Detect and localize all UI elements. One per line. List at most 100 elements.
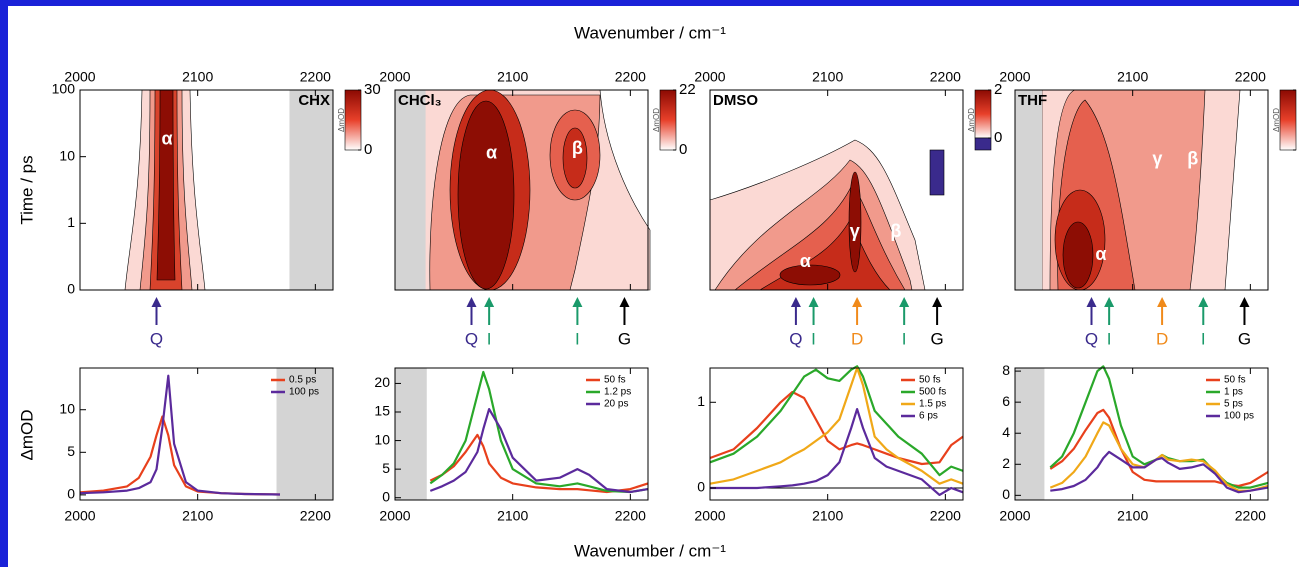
x-tick-label: 2200	[1235, 69, 1266, 85]
series-line	[429, 408, 649, 494]
shaded-region	[289, 90, 333, 290]
marker-arrowhead	[484, 297, 495, 307]
x-tick-label: 2100	[182, 69, 213, 85]
x-tick-label: 2100	[1117, 508, 1148, 524]
legend-label: 5 ps	[1224, 399, 1243, 410]
series-line	[1050, 450, 1269, 494]
marker-label: G	[930, 329, 943, 348]
panel-title: CHCl₃	[398, 92, 442, 109]
marker-label: I	[575, 329, 580, 348]
x-tick-label: 2100	[497, 508, 528, 524]
peak-label: α	[800, 251, 811, 271]
x-tick-label: 2100	[812, 69, 843, 85]
colorbar-tick-label: 0	[994, 129, 1002, 146]
legend-label: 50 fs	[919, 375, 941, 386]
x-tick-label: 2000	[999, 508, 1030, 524]
shaded-region	[395, 368, 427, 500]
plot-frame	[79, 367, 334, 501]
y-tick-label: 5	[382, 460, 390, 476]
colorbar	[974, 89, 992, 139]
peak-label: α	[162, 128, 173, 148]
legend-label: 100 ps	[1224, 411, 1254, 422]
peak-label: α	[1095, 244, 1106, 264]
series-line	[429, 433, 649, 494]
x-tick-label: 2000	[694, 508, 725, 524]
contour-dmso	[709, 139, 945, 291]
y-tick-label: 0	[67, 486, 75, 502]
plot-frame	[1014, 89, 1269, 291]
legend-label: 100 ps	[289, 387, 319, 398]
marker-arrowhead	[1104, 297, 1115, 307]
plot-frame	[79, 89, 334, 291]
y-tick-label: 1	[67, 214, 75, 230]
x-tick-label: 2000	[379, 69, 410, 85]
peak-label: γ	[1152, 148, 1162, 168]
x-tick-label: 2200	[300, 508, 331, 524]
series-line	[709, 366, 964, 485]
top-y-label: Time / ps	[17, 155, 36, 224]
y-tick-label: 8	[1002, 362, 1010, 378]
legend-label: 1 ps	[1224, 387, 1243, 398]
series-line	[709, 390, 964, 466]
marker-label: I	[1201, 329, 1206, 348]
x-tick-label: 2200	[300, 69, 331, 85]
x-tick-label: 2100	[182, 508, 213, 524]
marker-label: G	[618, 329, 631, 348]
shaded-region	[1015, 368, 1045, 500]
y-tick-label: 10	[59, 147, 75, 163]
y-tick-label: 1	[697, 393, 705, 409]
legend-label: 500 fs	[919, 387, 946, 398]
marker-arrowhead	[1239, 297, 1250, 307]
marker-arrowhead	[572, 297, 583, 307]
marker-arrowhead	[1086, 297, 1097, 307]
colorbar	[1279, 89, 1297, 151]
peak-label: β	[890, 221, 901, 241]
y-tick-label: 2	[1002, 455, 1010, 471]
legend-label: 6 ps	[919, 411, 938, 422]
peak-label: α	[486, 143, 497, 163]
x-tick-label: 2100	[1117, 69, 1148, 85]
y-tick-label: 4	[1002, 424, 1010, 440]
legend-label: 50 fs	[1224, 375, 1246, 386]
x-tick-label: 2000	[64, 69, 95, 85]
x-tick-label: 2000	[64, 508, 95, 524]
x-tick-label: 2200	[930, 508, 961, 524]
shaded-region	[276, 368, 333, 500]
x-tick-label: 2000	[999, 69, 1030, 85]
x-tick-label: 2200	[1235, 508, 1266, 524]
x-tick-label: 2000	[379, 508, 410, 524]
shaded-region	[395, 90, 426, 290]
x-tick-label: 2200	[615, 508, 646, 524]
legend-label: 50 fs	[604, 375, 626, 386]
legend-label: 0.5 ps	[289, 375, 316, 386]
shaded-region	[1015, 90, 1043, 290]
marker-label: Q	[789, 329, 802, 348]
y-tick-label: 15	[374, 403, 390, 419]
y-tick-label: 0	[382, 488, 390, 504]
colorbar-tick-label: 0	[679, 141, 687, 158]
panel-title: CHX	[298, 92, 330, 109]
series-line	[429, 370, 649, 494]
marker-arrowhead	[790, 297, 801, 307]
marker-arrowhead	[466, 297, 477, 307]
colorbar	[659, 89, 677, 151]
y-tick-label: 0	[697, 479, 705, 495]
marker-label: Q	[465, 329, 478, 348]
series-line	[709, 365, 964, 477]
plot-frame	[394, 89, 649, 291]
y-tick-label: 10	[59, 400, 75, 416]
marker-arrowhead	[932, 297, 943, 307]
marker-arrowhead	[852, 297, 863, 307]
colorbar-label: ΔmOD	[1272, 108, 1281, 132]
marker-label: D	[851, 329, 863, 348]
colorbar-tick-label: 0	[364, 141, 372, 158]
legend-label: 20 ps	[604, 399, 628, 410]
x-tick-label: 2000	[694, 69, 725, 85]
legend-label: 1.5 ps	[919, 399, 946, 410]
marker-arrowhead	[1198, 297, 1209, 307]
marker-arrowhead	[619, 297, 630, 307]
panel-title: DMSO	[713, 92, 758, 109]
colorbar-tick-label: 30	[364, 81, 381, 98]
marker-arrowhead	[899, 297, 910, 307]
